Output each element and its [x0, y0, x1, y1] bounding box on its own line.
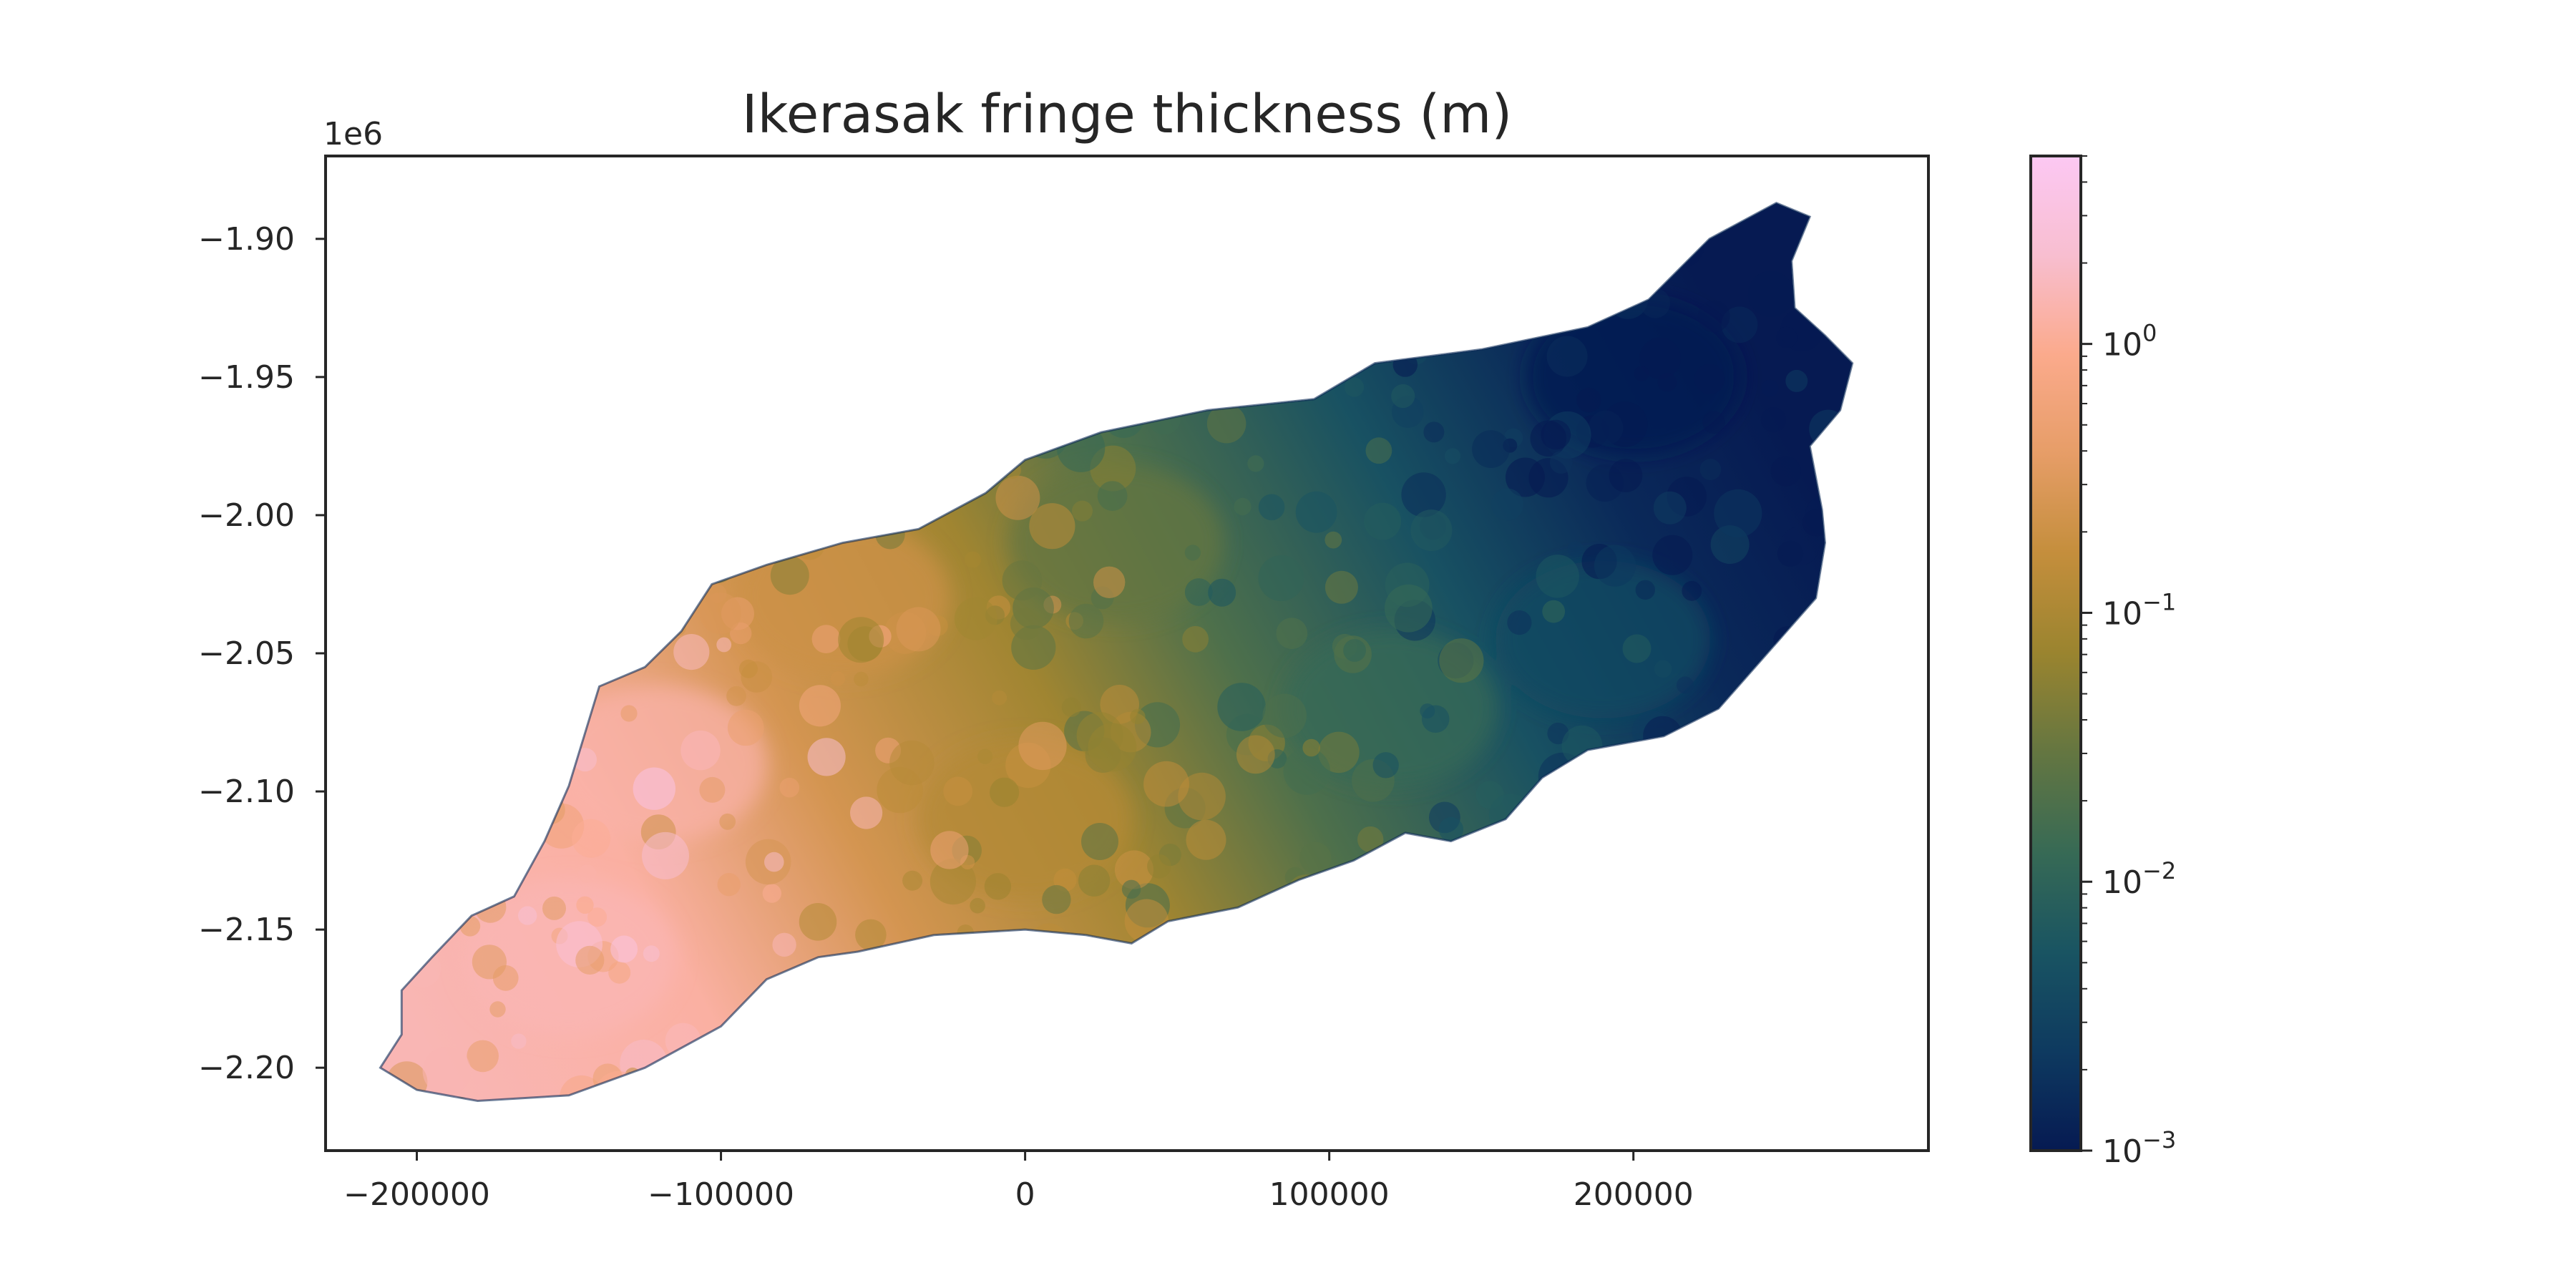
region-patch-central [1009, 464, 1224, 622]
colorbar-tick-label: 10−2 [2102, 857, 2176, 901]
y-tick-label: −2.15 [198, 912, 295, 948]
x-tick-label: 0 [1015, 1176, 1035, 1213]
x-tick-label: 100000 [1269, 1176, 1390, 1213]
y-tick-label: −2.05 [198, 635, 295, 672]
region-base [380, 203, 1853, 1101]
region-patch-east-mid-patch [1496, 560, 1711, 718]
plot-area [324, 155, 1930, 1152]
colorbar-tick-base: 10 [2102, 327, 2142, 364]
x-tick-label: −200000 [343, 1176, 490, 1213]
colorbar-tick-exponent: −1 [2142, 588, 2176, 615]
chart-title: Ikerasak fringe thickness (m) [742, 84, 1512, 145]
colorbar-tick-base: 10 [2102, 1133, 2142, 1170]
y-tick-label: −2.00 [198, 497, 295, 534]
colorbar-tick-exponent: −3 [2142, 1126, 2176, 1153]
colorbar-fill [2031, 156, 2081, 1151]
y-axis: −1.90 −1.95 −2.00 −2.05 −2.10 −2.15 −2.20 [198, 221, 326, 1086]
x-tick-label: 200000 [1574, 1176, 1694, 1213]
x-axis: −200000 −100000 0 100000 200000 [343, 1151, 1694, 1213]
region-outline [379, 201, 1854, 1103]
colorbar-tick-label: 10−3 [2102, 1126, 2176, 1170]
colorbar-tick-base: 10 [2102, 864, 2142, 901]
region-patch-west-upper [552, 685, 768, 843]
colorbar-tick-exponent: −2 [2142, 857, 2176, 884]
colorbar-tick-exponent: 0 [2142, 320, 2157, 347]
colorbar-frame [2029, 155, 2082, 1152]
colorbar-tick-label: 100 [2102, 320, 2157, 364]
colorbar-tick-label: 10−1 [2102, 588, 2176, 632]
y-tick-label: −1.95 [198, 359, 295, 396]
region-fill [380, 203, 1853, 1101]
y-tick-label: −2.20 [198, 1050, 295, 1086]
y-offset-label: 1e6 [323, 116, 383, 152]
x-tick-label: −100000 [648, 1176, 794, 1213]
y-tick-label: −1.90 [198, 221, 295, 258]
thickness-map [379, 201, 1854, 1103]
y-tick-label: −2.10 [198, 774, 295, 810]
colorbar-tick-base: 10 [2102, 595, 2142, 632]
